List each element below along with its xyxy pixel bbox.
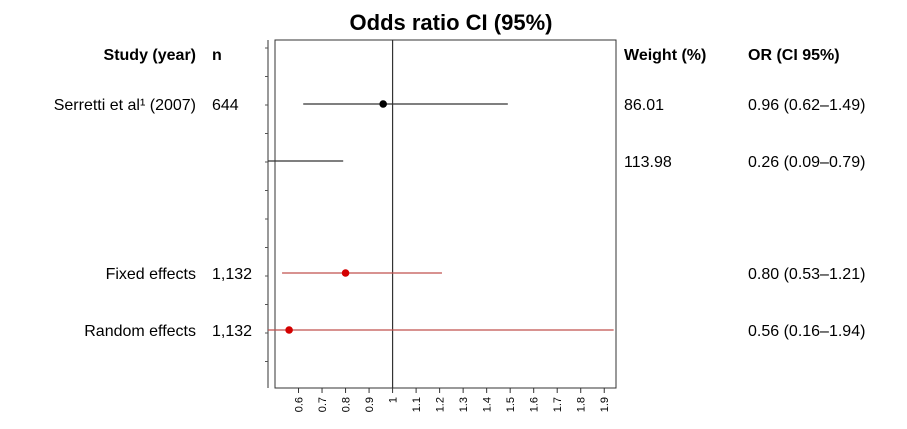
- plot-layer: 0.6 0.7 0.8 0.9 1 1.1 1.2 1.3 1.4 1.5 1.6 1.7 1.8 1.9…: [54, 40, 865, 412]
- x-tick-label: 1.9: [599, 397, 611, 412]
- row-label: Fixed effects: [106, 266, 196, 283]
- point-estimate: [379, 100, 387, 108]
- row-or-ci: 0.80 (0.53–1.21): [748, 266, 865, 283]
- row-label: Serretti et al¹ (2007): [54, 97, 196, 114]
- row-weight: 113.98: [624, 154, 672, 171]
- x-tick-label: 1.4: [482, 397, 494, 412]
- x-tick-label: 0.6: [294, 397, 306, 412]
- row-or-ci: 0.96 (0.62–1.49): [748, 97, 865, 114]
- row-n: 644: [212, 97, 239, 114]
- row-n: 1,132: [212, 323, 252, 340]
- column-header-n: n: [212, 47, 222, 64]
- x-tick-label: 1: [388, 397, 400, 403]
- x-tick-label: 0.8: [341, 397, 353, 412]
- row-label: Random effects: [84, 323, 196, 340]
- plot-frame: [274, 39, 617, 389]
- x-tick-label: 1.2: [435, 397, 447, 412]
- x-tick-label: 1.8: [576, 397, 588, 412]
- column-header-or: OR (CI 95%): [748, 47, 840, 64]
- x-tick-label: 1.7: [552, 397, 564, 412]
- x-tick-label: 1.6: [529, 397, 541, 412]
- row-or-ci: 0.56 (0.16–1.94): [748, 323, 865, 340]
- x-tick-label: 1.3: [458, 397, 470, 412]
- row-weight: 86.01: [624, 97, 664, 114]
- row-n: 1,132: [212, 266, 252, 283]
- point-estimate: [341, 269, 350, 277]
- point-estimate: [285, 326, 293, 334]
- x-tick-label: 0.9: [364, 397, 376, 412]
- x-tick-label: 1.1: [411, 397, 423, 412]
- chart-title: Odds ratio CI (95%): [350, 10, 553, 35]
- x-tick-label: 1.5: [505, 397, 517, 412]
- column-header-study: Study (year): [104, 47, 196, 64]
- x-tick-label: 0.7: [317, 397, 329, 412]
- row-or-ci: 0.26 (0.09–0.79): [748, 154, 865, 171]
- column-header-weight: Weight (%): [624, 47, 706, 64]
